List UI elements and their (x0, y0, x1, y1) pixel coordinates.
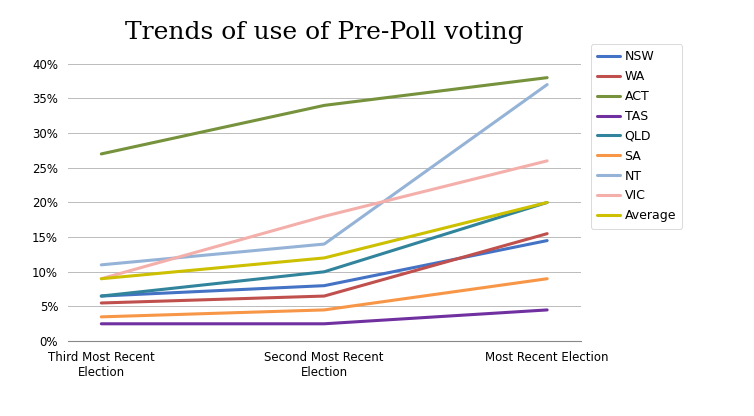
NT (320, 242, 329, 247)
Average (320, 255, 329, 260)
TAS (320, 321, 329, 326)
Line: WA: WA (101, 234, 547, 303)
NT (97, 262, 106, 267)
Line: QLD: QLD (101, 203, 547, 296)
TAS (97, 321, 106, 326)
NSW (543, 238, 552, 243)
SA (543, 276, 552, 281)
Line: Average: Average (101, 203, 547, 279)
Line: NSW: NSW (101, 240, 547, 296)
ACT (320, 103, 329, 108)
Line: VIC: VIC (101, 161, 547, 279)
WA (543, 231, 552, 236)
Line: TAS: TAS (101, 310, 547, 324)
VIC (97, 276, 106, 281)
ACT (543, 75, 552, 80)
Line: ACT: ACT (101, 78, 547, 154)
SA (97, 314, 106, 319)
Line: SA: SA (101, 279, 547, 317)
WA (320, 294, 329, 299)
ACT (97, 151, 106, 156)
NSW (97, 294, 106, 299)
QLD (543, 200, 552, 205)
QLD (97, 294, 106, 299)
WA (97, 300, 106, 305)
TAS (543, 307, 552, 312)
Average (97, 276, 106, 281)
Title: Trends of use of Pre-Poll voting: Trends of use of Pre-Poll voting (125, 21, 523, 44)
Line: NT: NT (101, 84, 547, 265)
NT (543, 82, 552, 87)
Legend: NSW, WA, ACT, TAS, QLD, SA, NT, VIC, Average: NSW, WA, ACT, TAS, QLD, SA, NT, VIC, Ave… (591, 44, 682, 229)
Average (543, 200, 552, 205)
SA (320, 307, 329, 312)
QLD (320, 269, 329, 274)
VIC (543, 158, 552, 163)
VIC (320, 214, 329, 219)
NSW (320, 283, 329, 288)
